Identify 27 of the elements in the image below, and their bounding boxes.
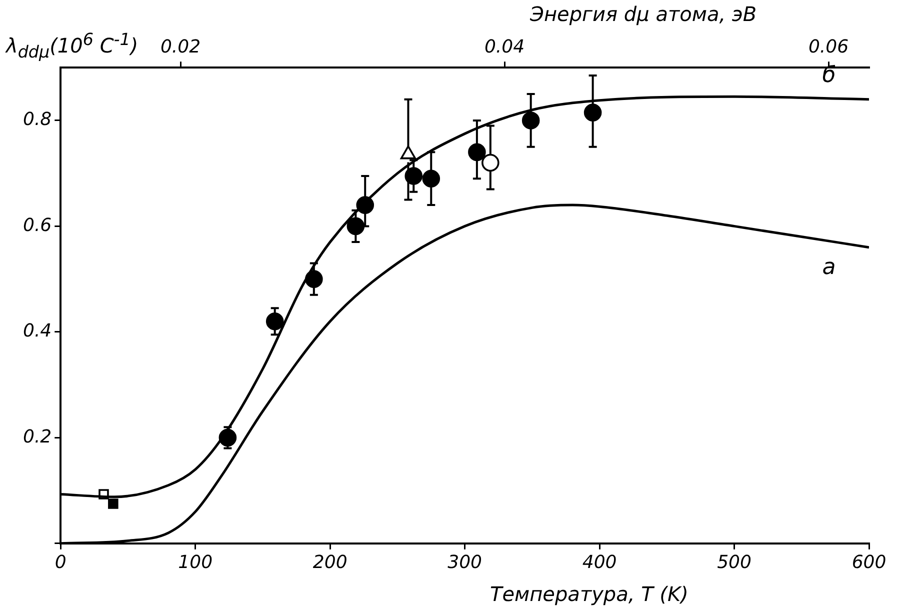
y-tick-label: 0.2 <box>22 426 52 448</box>
y-tick-label: 0.8 <box>22 109 52 130</box>
series-label: а <box>822 255 836 280</box>
y-axis-title: λ$_{ddμ}$(10$^{6}$ С$^{-1}$) <box>6 30 138 62</box>
x-tick-label: 300 <box>448 552 482 573</box>
point <box>584 104 602 122</box>
x-tick-label: 500 <box>717 552 752 573</box>
x-tick-label: 0 <box>54 552 66 573</box>
point <box>266 312 284 330</box>
x2-tick-label: 0.02 <box>160 36 201 58</box>
x-tick-label: 600 <box>852 552 886 573</box>
y-tick-label: 0.4 <box>22 320 52 342</box>
point <box>108 498 118 509</box>
point <box>468 143 486 162</box>
point <box>482 154 500 172</box>
x-tick-label: 400 <box>582 552 617 573</box>
x-tick-label: 200 <box>312 552 348 573</box>
x2-axis-title: Энергия dμ атома, эВ <box>530 2 757 26</box>
point <box>404 167 423 185</box>
x-tick-label: 100 <box>178 552 213 573</box>
x2-tick-label: 0.06 <box>808 36 849 58</box>
point <box>522 112 540 130</box>
x-axis-title: Температура, T (K) <box>490 582 688 606</box>
x2-tick-label: 0.04 <box>484 36 525 58</box>
y-tick-label: 0.6 <box>22 214 52 236</box>
point <box>346 217 365 236</box>
point <box>422 170 440 188</box>
